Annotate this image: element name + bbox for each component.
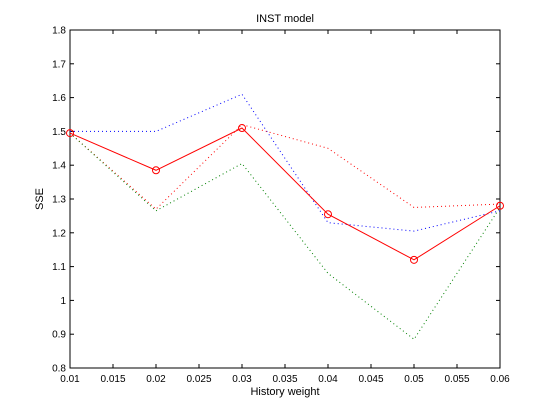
x-tick-label: 0.055 bbox=[444, 374, 469, 385]
series-1-point bbox=[496, 201, 504, 210]
y-tick-label: 0.8 bbox=[52, 364, 66, 375]
y-tick-label: 0.9 bbox=[52, 330, 66, 341]
x-tick-label: 0.03 bbox=[232, 374, 252, 385]
series-1-point bbox=[152, 166, 160, 175]
y-tick-label: 1 bbox=[60, 296, 66, 307]
y-tick-label: 1.1 bbox=[52, 262, 66, 273]
series-1-point bbox=[66, 129, 74, 138]
y-tick-label: 1.5 bbox=[52, 127, 66, 138]
x-tick-label: 0.025 bbox=[186, 374, 211, 385]
x-tick-label: 0.01 bbox=[60, 374, 80, 385]
series-1-point bbox=[238, 124, 246, 133]
x-tick-label: 0.045 bbox=[358, 374, 383, 385]
y-axis-label: SSE bbox=[34, 188, 46, 210]
y-tick-label: 1.6 bbox=[52, 93, 66, 104]
x-tick-label: 0.04 bbox=[318, 374, 338, 385]
x-tick-label: 0.05 bbox=[404, 374, 424, 385]
x-tick-label: 0.015 bbox=[100, 374, 125, 385]
series-line-1 bbox=[69, 127, 501, 261]
x-axis-label: History weight bbox=[250, 386, 319, 398]
x-tick-label: 0.06 bbox=[490, 374, 510, 385]
y-tick-label: 1.2 bbox=[52, 228, 66, 239]
axis-ticks: 0.01 0.015 0.02 0.025 0.03 0.035 0.04 0.045 0.05… bbox=[52, 26, 510, 386]
x-tick-label: 0.02 bbox=[146, 374, 166, 385]
x-tick-label: 0.035 bbox=[272, 374, 297, 385]
chart-title: INST model bbox=[256, 13, 314, 25]
y-tick-label: 1.4 bbox=[52, 161, 66, 172]
series-1-point bbox=[410, 255, 418, 264]
y-tick-label: 1.3 bbox=[52, 195, 66, 206]
plot-area bbox=[69, 29, 501, 369]
series-layer bbox=[66, 93, 504, 340]
y-tick-label: 1.8 bbox=[52, 26, 66, 37]
series-line-4 bbox=[69, 132, 501, 340]
series-1-point bbox=[324, 210, 332, 219]
series-line-2 bbox=[70, 93, 501, 232]
y-tick-label: 1.7 bbox=[52, 59, 66, 70]
